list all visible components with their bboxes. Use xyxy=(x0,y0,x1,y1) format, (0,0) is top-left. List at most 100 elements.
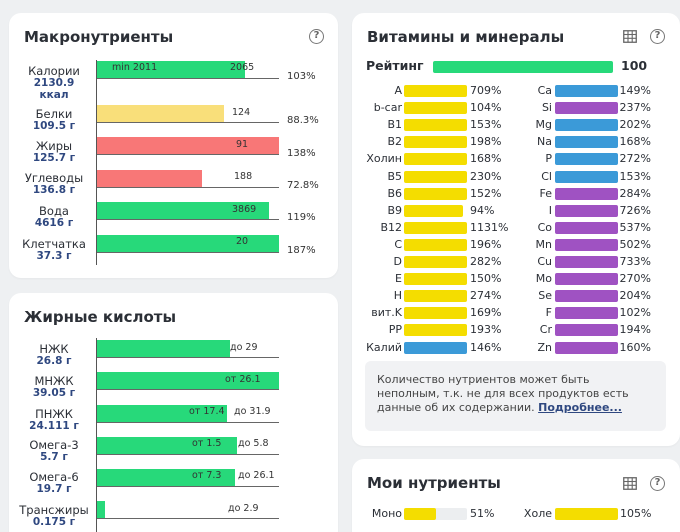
nutrient-label: b-car xyxy=(373,101,402,115)
help-icon[interactable]: ? xyxy=(309,29,324,44)
nutrient-bar xyxy=(555,221,618,234)
nutrient-label: B2 xyxy=(387,135,402,149)
nutrient-label: B5 xyxy=(387,169,402,183)
nutrient-percent: 160% xyxy=(619,340,651,354)
data-notice: Количество нутриентов может быть неполны… xyxy=(365,361,666,431)
nutrient-label: Cu xyxy=(537,255,552,268)
nutrient-bar xyxy=(404,170,467,183)
nutrient-label: P xyxy=(545,152,552,166)
nutrient-percent: 168% xyxy=(619,135,651,149)
nutrient-label: E xyxy=(395,272,402,286)
nutrient-bar xyxy=(555,256,618,268)
nutrient-label: C xyxy=(394,237,402,251)
macro-row-label: Жиры 125.7 г xyxy=(32,139,76,164)
my-nutrient-bar xyxy=(555,508,618,520)
nutrient-label: Ca xyxy=(537,84,552,97)
calories-pct: 103% xyxy=(287,71,316,82)
nutrient-percent: 102% xyxy=(619,306,651,320)
fat-bar xyxy=(97,137,279,154)
macro-row-label: Калории 2130.9 ккал xyxy=(28,64,80,101)
nutrient-bar xyxy=(404,136,467,149)
nutrient-bar xyxy=(555,324,618,337)
nutrient-label: Mg xyxy=(535,118,552,132)
macro-row-label: Углеводы 136.8 г xyxy=(24,171,84,196)
nutrient-bar xyxy=(404,324,467,337)
nutrient-label: Na xyxy=(537,135,552,149)
nutrient-label: Mn xyxy=(535,237,552,251)
nutrient-percent: 153% xyxy=(619,169,651,183)
carbs-bar xyxy=(97,170,202,187)
macro-row-label: Вода 4616 г xyxy=(34,204,74,229)
rating-bar xyxy=(433,61,613,73)
nutrient-percent: 230% xyxy=(470,169,502,183)
nutrient-percent: 537% xyxy=(619,220,651,234)
water-bar xyxy=(97,202,269,219)
rating-label: Рейтинг xyxy=(366,58,424,73)
calories-norm: 2065 xyxy=(230,62,255,73)
nutrient-percent: 196% xyxy=(470,237,502,251)
nutrient-label: Cr xyxy=(539,323,552,337)
macro-axis xyxy=(96,60,97,265)
nutrient-bar xyxy=(404,341,467,354)
nutrient-percent: 202% xyxy=(619,118,651,132)
nutrient-percent: 272% xyxy=(619,152,651,166)
nutrient-bar xyxy=(404,221,467,234)
calories-bar xyxy=(97,61,245,78)
nutrient-bar xyxy=(555,153,618,166)
nutrient-bar xyxy=(404,187,467,200)
vitamins-card: Витамины и минералы ? Рейтинг 100 A 709% b… xyxy=(352,13,680,446)
nutrient-percent: 104% xyxy=(470,101,502,115)
nutrient-label: Mo xyxy=(535,272,552,286)
fiber-bar xyxy=(97,235,279,252)
nutrient-bar xyxy=(555,136,618,149)
my-nutrients-title: Мои нутриенты xyxy=(367,474,501,492)
nutrient-percent: 193% xyxy=(470,323,502,337)
calories-min: min 2011 xyxy=(112,62,158,73)
trans-bar xyxy=(97,501,105,518)
fatty-acids-card: Жирные кислоты НЖК 26.8 г до 29 МНЖК 39.05… xyxy=(9,293,338,532)
nutrient-label: Холин xyxy=(366,152,402,166)
nutrient-bar xyxy=(404,204,464,217)
nutrient-bar xyxy=(404,273,467,286)
nutrient-percent: 237% xyxy=(619,101,651,115)
nutrient-label: A xyxy=(394,84,402,97)
fatty-acids-title: Жирные кислоты xyxy=(24,308,177,326)
nutrient-percent: 726% xyxy=(619,203,651,217)
nutrient-percent: 733% xyxy=(619,255,651,268)
nutrient-percent: 282% xyxy=(470,255,502,268)
nutrient-bar xyxy=(555,187,618,200)
nutrient-percent: 152% xyxy=(470,186,502,200)
table-icon[interactable] xyxy=(623,477,637,490)
nutrient-percent: 194% xyxy=(619,323,651,337)
nutrient-label: Zn xyxy=(537,340,552,354)
macronutrients-title: Макронутриенты xyxy=(24,28,174,46)
nutrient-label: Fe xyxy=(539,186,553,200)
nutrient-bar xyxy=(404,102,467,115)
pufa-bar xyxy=(97,405,227,422)
nutrient-percent: 168% xyxy=(470,152,502,166)
nutrient-label: B9 xyxy=(387,203,402,217)
more-link[interactable]: Подробнее... xyxy=(538,401,622,414)
nutrient-percent: 270% xyxy=(619,272,651,286)
nutrient-percent: 149% xyxy=(619,84,651,97)
nutrient-label: Co xyxy=(537,220,552,234)
nutrient-label: D xyxy=(393,255,402,268)
nutrient-bar xyxy=(404,307,467,320)
macro-row-label: Белки 109.5 г xyxy=(32,107,76,132)
nutrient-bar xyxy=(404,256,467,268)
nutrient-bar xyxy=(555,307,618,320)
nutrient-bar xyxy=(404,85,467,97)
help-icon[interactable]: ? xyxy=(650,476,665,491)
nutrient-percent: 274% xyxy=(470,289,502,303)
sfa-bar xyxy=(97,340,230,357)
table-icon[interactable] xyxy=(623,30,637,43)
nutrient-bar xyxy=(404,290,467,303)
nutrient-bar xyxy=(555,85,618,97)
protein-bar xyxy=(97,105,224,122)
nutrient-percent: 146% xyxy=(470,340,502,354)
nutrient-percent: 198% xyxy=(470,135,502,149)
macro-row-label: Клетчатка 37.3 г xyxy=(22,237,86,262)
nutrient-label: Калий xyxy=(366,340,402,354)
help-icon[interactable]: ? xyxy=(650,29,665,44)
nutrient-percent: 204% xyxy=(619,289,651,303)
